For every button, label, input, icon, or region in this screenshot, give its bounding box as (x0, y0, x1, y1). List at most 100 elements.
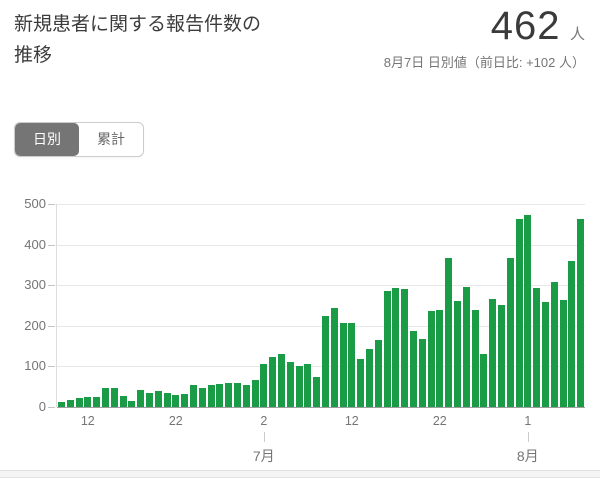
daily-toggle-button[interactable]: 日別 (15, 123, 79, 156)
bar[interactable] (515, 219, 523, 407)
bar[interactable] (93, 397, 101, 407)
y-axis-label: 0 (38, 399, 46, 414)
bar[interactable] (427, 311, 435, 407)
bar[interactable] (383, 291, 391, 407)
gridline (57, 204, 585, 205)
gridline (57, 325, 585, 327)
bar[interactable] (524, 215, 532, 407)
bar[interactable] (365, 349, 373, 407)
y-axis-label: 500 (24, 196, 46, 211)
bar[interactable] (348, 323, 356, 407)
bar[interactable] (392, 288, 400, 407)
month-tick (263, 432, 265, 442)
y-tick (48, 204, 55, 205)
bar[interactable] (128, 401, 136, 407)
bar[interactable] (101, 388, 109, 407)
y-axis-label: 400 (24, 236, 46, 252)
bar[interactable] (313, 377, 321, 407)
y-tick (48, 285, 55, 287)
bar[interactable] (216, 384, 224, 407)
bar[interactable] (145, 393, 153, 407)
bar[interactable] (233, 383, 241, 407)
gridline (57, 285, 585, 287)
bar[interactable] (330, 308, 338, 407)
daily-cases-bar-chart: 0 100 200 300 400 500 12 22 2 12 22 1 7月 8月 (0, 190, 600, 477)
bar[interactable] (339, 323, 347, 407)
month-tick (527, 432, 529, 442)
bar[interactable] (198, 388, 206, 407)
bar[interactable] (189, 385, 197, 407)
bar[interactable] (242, 385, 250, 407)
month-label: 8月 (516, 448, 539, 464)
bar[interactable] (277, 354, 285, 407)
bar[interactable] (409, 331, 417, 407)
bar[interactable] (374, 340, 382, 407)
bar[interactable] (295, 366, 303, 407)
month-label: 7月 (252, 448, 275, 464)
bar[interactable] (181, 394, 189, 407)
latest-stat: 462 人 8月7日 日別値（前日比: +102 人） (384, 4, 585, 71)
bar[interactable] (163, 393, 171, 407)
bar[interactable] (154, 391, 162, 407)
bar[interactable] (401, 289, 409, 407)
bar[interactable] (172, 395, 180, 407)
bar[interactable] (251, 380, 259, 407)
cumulative-toggle-button[interactable]: 累計 (79, 123, 143, 156)
bar[interactable] (559, 300, 567, 407)
card-bottom-divider (0, 470, 600, 477)
stat-unit: 人 (569, 26, 585, 43)
y-axis-label: 300 (24, 277, 46, 293)
x-axis-label: 12 (344, 414, 359, 428)
y-tick (48, 366, 55, 368)
y-axis-line (56, 204, 57, 407)
y-axis-label: 200 (24, 317, 46, 333)
bar[interactable] (568, 261, 576, 407)
y-axis-label: 100 (24, 358, 46, 374)
bar[interactable] (577, 219, 585, 407)
bar[interactable] (489, 299, 497, 407)
bar[interactable] (304, 364, 312, 407)
bar[interactable] (321, 316, 329, 407)
gridline (57, 244, 585, 246)
bar[interactable] (137, 390, 145, 407)
bar[interactable] (84, 397, 92, 407)
y-tick (48, 244, 55, 246)
x-axis-label: 1 (524, 414, 532, 428)
bar[interactable] (207, 385, 215, 407)
bar[interactable] (66, 400, 74, 407)
card-title-line2: 推移 (14, 45, 53, 66)
x-axis-label: 22 (432, 414, 447, 428)
x-axis-line (57, 407, 585, 408)
bar[interactable] (357, 359, 365, 407)
bar[interactable] (75, 398, 83, 407)
bar[interactable] (462, 287, 470, 407)
bar[interactable] (471, 310, 479, 407)
bar[interactable] (497, 305, 505, 407)
bar[interactable] (119, 396, 127, 407)
y-tick (48, 325, 55, 327)
bar[interactable] (550, 282, 558, 407)
bar[interactable] (480, 354, 488, 407)
stat-value: 462 (490, 4, 561, 48)
y-tick (48, 407, 55, 408)
card-title: 新規患者に関する報告件数の 推移 (14, 9, 374, 71)
bar[interactable] (225, 383, 233, 407)
bar[interactable] (533, 288, 541, 407)
bar[interactable] (445, 258, 453, 407)
bar[interactable] (453, 301, 461, 407)
bar[interactable] (57, 402, 65, 407)
bar[interactable] (436, 310, 444, 407)
view-toggle-group: 日別 累計 (14, 122, 144, 157)
bar[interactable] (506, 258, 514, 407)
bar[interactable] (541, 302, 549, 407)
gridline (57, 366, 585, 368)
card-title-line1: 新規患者に関する報告件数の (14, 14, 262, 35)
bar[interactable] (286, 362, 294, 407)
x-axis-label: 22 (168, 414, 183, 428)
bar[interactable] (418, 339, 426, 407)
bar[interactable] (260, 364, 268, 407)
x-axis-label: 2 (260, 414, 268, 428)
bar[interactable] (269, 357, 277, 407)
bar[interactable] (110, 388, 118, 407)
